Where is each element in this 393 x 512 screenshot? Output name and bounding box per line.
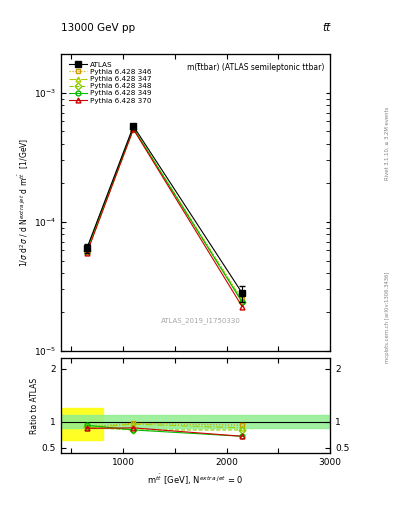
Legend: ATLAS, Pythia 6.428 346, Pythia 6.428 347, Pythia 6.428 348, Pythia 6.428 349, P: ATLAS, Pythia 6.428 346, Pythia 6.428 34…: [67, 60, 152, 105]
Text: Rivet 3.1.10, ≥ 3.2M events: Rivet 3.1.10, ≥ 3.2M events: [385, 106, 389, 180]
Text: tt̅: tt̅: [322, 23, 330, 33]
Text: 13000 GeV pp: 13000 GeV pp: [61, 23, 135, 33]
Bar: [61, 415, 330, 428]
Bar: [61, 409, 103, 440]
Text: ATLAS_2019_I1750330: ATLAS_2019_I1750330: [161, 317, 241, 325]
Text: mcplots.cern.ch [arXiv:1306.3436]: mcplots.cern.ch [arXiv:1306.3436]: [385, 272, 389, 363]
X-axis label: m$^{t\bar{t}\,}$ [GeV], N$^{extra\ jet}$ = 0: m$^{t\bar{t}\,}$ [GeV], N$^{extra\ jet}$…: [147, 473, 244, 487]
Y-axis label: 1/$\sigma$ d$^2\sigma$ / d N$^{extra\ jet}$ d m$^{t\bar{t}\,}$  [1/GeV]: 1/$\sigma$ d$^2\sigma$ / d N$^{extra\ je…: [17, 138, 31, 267]
Text: m(t̅tbar) (ATLAS semileptonic ttbar): m(t̅tbar) (ATLAS semileptonic ttbar): [187, 62, 325, 72]
Y-axis label: Ratio to ATLAS: Ratio to ATLAS: [30, 378, 39, 434]
